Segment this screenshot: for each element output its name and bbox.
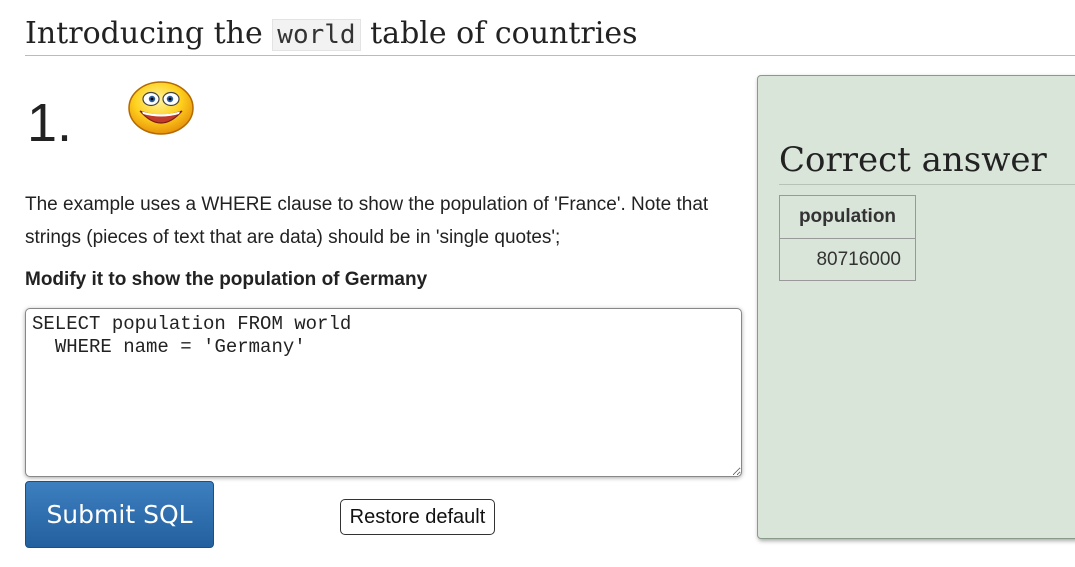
- correct-answer-heading: Correct answer: [779, 138, 1075, 185]
- submit-sql-button[interactable]: Submit SQL: [25, 481, 214, 548]
- title-text-end: table of countries: [370, 16, 638, 51]
- table-name-code: world: [272, 19, 361, 51]
- table-cell-population: 80716000: [779, 238, 916, 281]
- table-header-row: population: [779, 195, 916, 239]
- table-row: 80716000: [779, 238, 916, 281]
- page-header: Introducing the world table of countries: [25, 10, 1075, 56]
- question-number: 1.: [27, 93, 73, 153]
- question-task: Modify it to show the population of Germ…: [25, 269, 428, 290]
- result-table: population 80716000: [779, 195, 916, 281]
- title-text-start: Introducing the: [25, 16, 263, 51]
- correct-answer-panel: Correct answer population 80716000: [757, 75, 1075, 539]
- page-title: Introducing the world table of countries: [25, 14, 638, 55]
- restore-default-button[interactable]: Restore default: [340, 499, 495, 535]
- smiley-face-icon: [128, 81, 194, 135]
- question-intro: The example uses a WHERE clause to show …: [25, 194, 709, 248]
- column-header-population: population: [779, 195, 916, 239]
- sql-editor[interactable]: SELECT population FROM world WHERE name …: [25, 308, 742, 477]
